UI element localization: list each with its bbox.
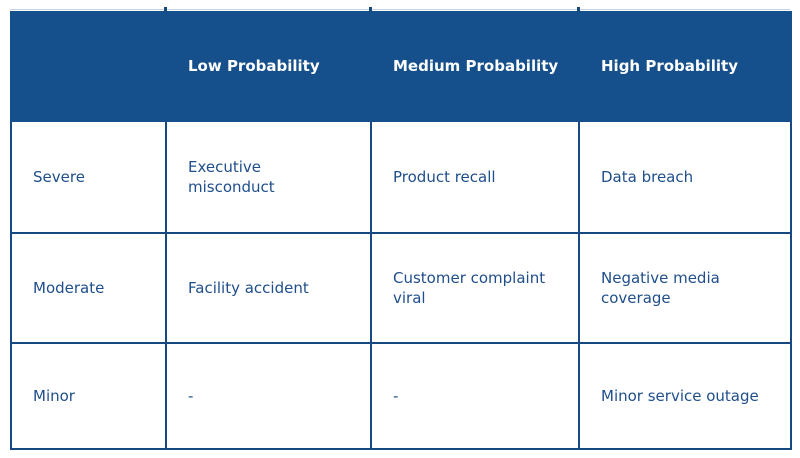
risk-matrix-table: Low Probability Medium Probability High …	[10, 7, 792, 450]
column-header-low-probability: Low Probability	[165, 11, 372, 122]
cell-severe-low: Executive misconduct	[165, 120, 372, 234]
column-boundary-tick	[369, 7, 372, 12]
column-header-medium-probability: Medium Probability	[370, 11, 580, 122]
cell-minor-low: -	[165, 342, 372, 450]
row-label-minor: Minor	[10, 342, 167, 450]
cell-severe-high: Data breach	[578, 120, 792, 234]
table-row-severe: Severe Executive misconduct Product reca…	[10, 120, 792, 234]
column-boundary-tick	[577, 7, 580, 12]
risk-matrix: Low Probability Medium Probability High …	[10, 11, 792, 450]
table-top-edge	[10, 9, 790, 10]
table-header-row: Low Probability Medium Probability High …	[10, 11, 792, 122]
cell-moderate-low: Facility accident	[165, 232, 372, 344]
row-label-severe: Severe	[10, 120, 167, 234]
row-label-moderate: Moderate	[10, 232, 167, 344]
table-row-moderate: Moderate Facility accident Customer comp…	[10, 232, 792, 344]
cell-moderate-high: Negative media coverage	[578, 232, 792, 344]
cell-moderate-medium: Customer complaint viral	[370, 232, 580, 344]
cell-minor-high: Minor service outage	[578, 342, 792, 450]
column-boundary-tick	[164, 7, 167, 12]
cell-minor-medium: -	[370, 342, 580, 450]
cell-severe-medium: Product recall	[370, 120, 580, 234]
column-header-empty	[10, 11, 167, 122]
column-header-high-probability: High Probability	[578, 11, 792, 122]
table-row-minor: Minor - - Minor service outage	[10, 342, 792, 450]
